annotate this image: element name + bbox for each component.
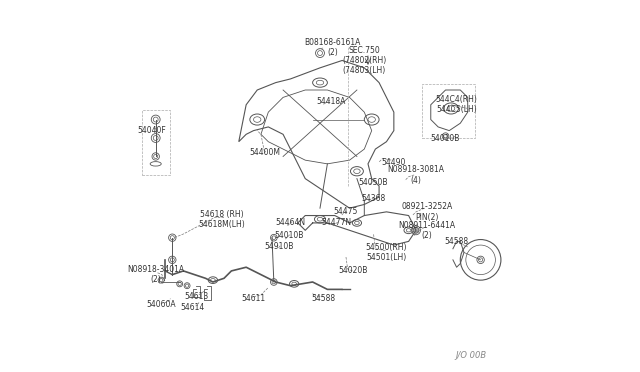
Text: N08918-3081A
(4): N08918-3081A (4) [387, 165, 445, 185]
Text: 54910B: 54910B [265, 243, 294, 251]
Text: 54500(RH)
54501(LH): 54500(RH) 54501(LH) [365, 243, 407, 262]
Text: 54368: 54368 [362, 195, 386, 203]
Text: N08911-6441A
(2): N08911-6441A (2) [399, 221, 456, 240]
Text: 54400M: 54400M [249, 148, 280, 157]
Text: 54050B: 54050B [359, 178, 388, 187]
Text: 54010B: 54010B [431, 134, 460, 142]
Text: 08921-3252A
PIN(2): 08921-3252A PIN(2) [401, 202, 452, 222]
Text: SEC.750
(74802(RH)
(74803(LH): SEC.750 (74802(RH) (74803(LH) [342, 45, 387, 76]
Text: 54613: 54613 [184, 292, 209, 301]
Text: J/O 00B: J/O 00B [455, 350, 486, 359]
Text: 54490: 54490 [381, 157, 406, 167]
Text: 54040F: 54040F [138, 126, 166, 135]
Text: 54588: 54588 [312, 294, 336, 303]
Text: N08918-3401A
(2): N08918-3401A (2) [127, 265, 184, 284]
Text: 54010B: 54010B [274, 231, 303, 240]
Text: 54418A: 54418A [316, 97, 346, 106]
Text: 54020B: 54020B [339, 266, 368, 275]
Text: 54060A: 54060A [147, 300, 176, 309]
Circle shape [413, 227, 419, 233]
Text: 54475: 54475 [333, 207, 358, 217]
Text: 54611: 54611 [241, 294, 266, 303]
Text: B08168-6161A
(2): B08168-6161A (2) [305, 38, 361, 57]
Text: 544C4(RH)
544C5(LH): 544C4(RH) 544C5(LH) [436, 95, 477, 115]
Text: 54464N: 54464N [275, 218, 305, 227]
Text: 54588: 54588 [445, 237, 468, 246]
Text: 54614: 54614 [180, 303, 205, 312]
Text: 54618 (RH)
54618M(LH): 54618 (RH) 54618M(LH) [199, 209, 246, 229]
Text: 54477N: 54477N [321, 218, 351, 227]
